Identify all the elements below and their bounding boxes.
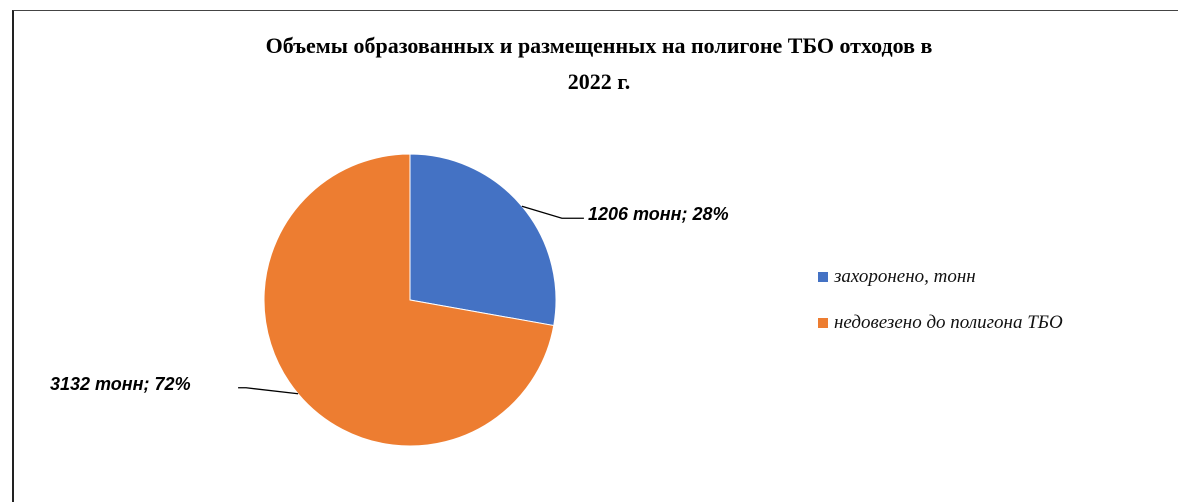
- pie-slice-buried: [409, 153, 557, 327]
- chart-title: Объемы образованных и размещенных на пол…: [0, 28, 1178, 100]
- chart-frame: [12, 10, 1178, 502]
- data-label-not-delivered: 3132 тонн; 72%: [50, 374, 191, 394]
- chart-title-line-1: Объемы образованных и размещенных на пол…: [265, 33, 933, 58]
- legend-swatch-buried: [818, 272, 828, 282]
- leader-line-buried: [521, 205, 584, 219]
- legend-item-buried: захоронено, тонн: [818, 266, 1063, 288]
- legend-label-buried: захоронено, тонн: [834, 266, 976, 287]
- legend: захоронено, тонн недовезено до полигона …: [818, 266, 1063, 358]
- chart-title-line-2: 2022 г.: [567, 69, 631, 94]
- legend-label-not-delivered: недовезено до полигона ТБО: [834, 312, 1063, 333]
- data-label-buried: 1206 тонн; 28%: [588, 204, 729, 224]
- legend-swatch-not-delivered: [818, 318, 828, 328]
- legend-item-not-delivered: недовезено до полигона ТБО: [818, 312, 1063, 334]
- leader-line-not-delivered: [238, 387, 299, 395]
